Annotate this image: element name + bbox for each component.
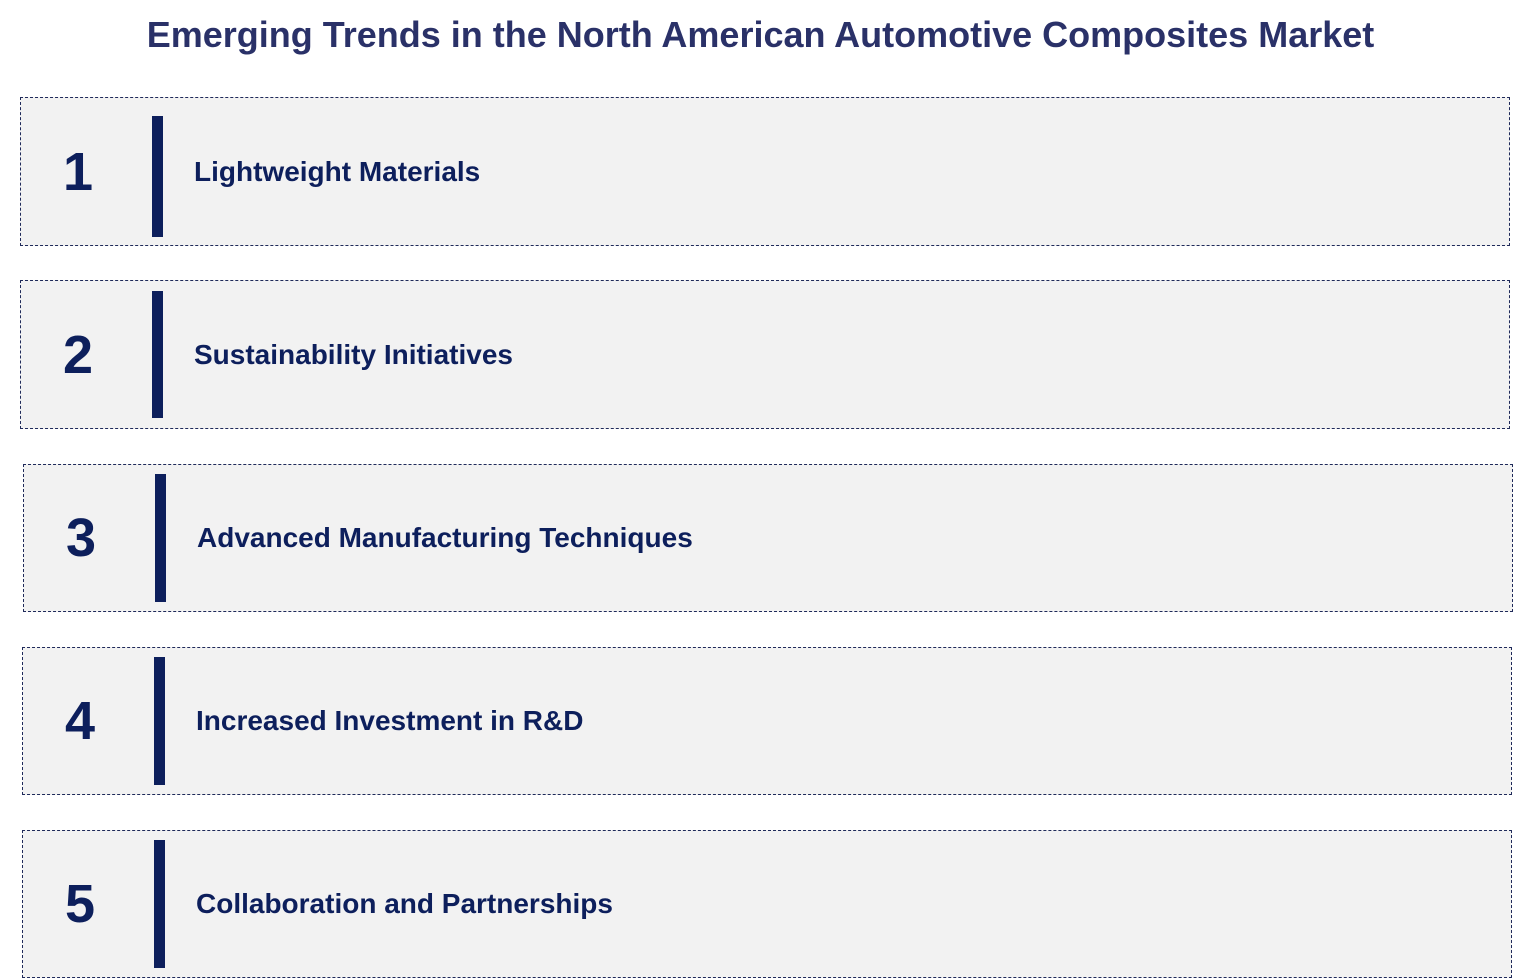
trend-card: 3 Advanced Manufacturing Techniques xyxy=(23,464,1513,612)
divider xyxy=(152,116,163,237)
trend-card: 5 Collaboration and Partnerships xyxy=(22,830,1512,978)
trend-label: Advanced Manufacturing Techniques xyxy=(197,522,693,553)
trend-label: Sustainability Initiatives xyxy=(194,338,513,370)
trend-card: 1 Lightweight Materials xyxy=(20,97,1510,246)
divider xyxy=(154,840,165,968)
divider xyxy=(154,657,165,785)
trend-number: 3 xyxy=(65,508,97,568)
divider xyxy=(155,474,166,602)
trend-number: 1 xyxy=(62,141,94,202)
trend-label: Collaboration and Partnerships xyxy=(196,888,613,919)
trend-label: Lightweight Materials xyxy=(194,155,481,187)
trend-card: 4 Increased Investment in R&D xyxy=(22,647,1512,795)
trend-label: Increased Investment in R&D xyxy=(196,705,584,736)
trend-number: 2 xyxy=(62,324,94,385)
title: Emerging Trends in the North American Au… xyxy=(146,14,1375,55)
trend-number: 5 xyxy=(64,874,96,934)
trend-number: 4 xyxy=(64,691,96,751)
divider xyxy=(152,291,163,418)
trend-card: 2 Sustainability Initiatives xyxy=(20,280,1510,429)
